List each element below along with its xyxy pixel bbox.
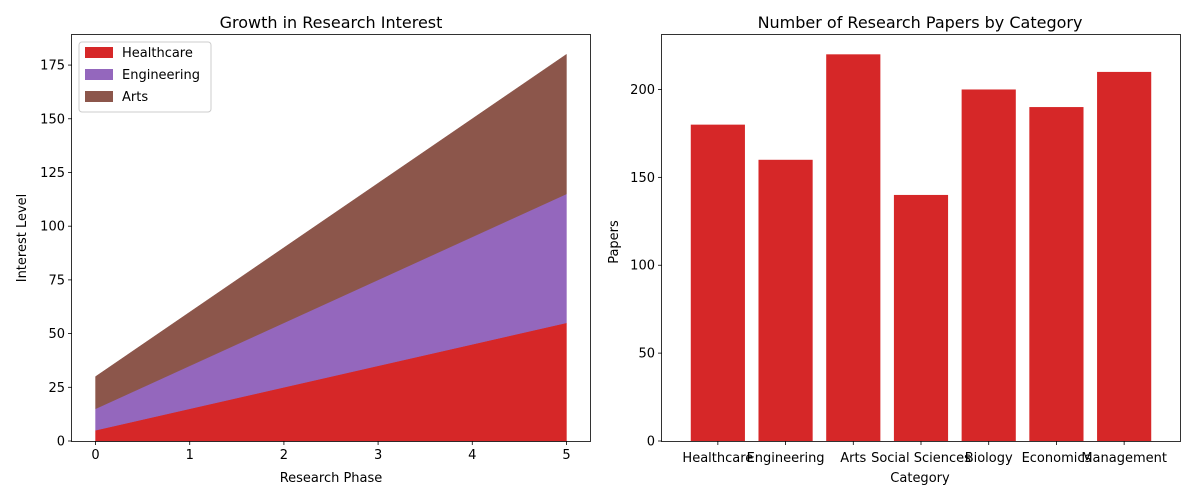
x-tick-label: Economics bbox=[1022, 451, 1092, 466]
x-tick-label: 1 bbox=[186, 448, 194, 463]
area-chart-y-label: Interest Level bbox=[15, 194, 30, 283]
x-tick-label: 4 bbox=[468, 448, 476, 463]
y-tick-label: 0 bbox=[57, 435, 65, 450]
x-tick-label: Arts bbox=[840, 451, 866, 466]
bar-biology bbox=[961, 89, 1016, 441]
bar-social-sciences bbox=[893, 194, 949, 441]
bar-engineering bbox=[758, 159, 813, 442]
y-tick-label: 0 bbox=[647, 435, 655, 450]
x-tick-label: 2 bbox=[280, 448, 288, 463]
y-tick-label: 50 bbox=[638, 347, 655, 362]
y-tick-label: 200 bbox=[630, 83, 655, 98]
x-tick-label: 5 bbox=[562, 448, 570, 463]
legend-swatch-engineering bbox=[85, 69, 113, 80]
bar-arts bbox=[826, 54, 881, 441]
x-tick-label: Biology bbox=[965, 451, 1013, 466]
area-chart-y-ticks: 0 25 50 75 100 125 150 175 bbox=[40, 59, 72, 450]
legend-swatch-arts bbox=[85, 91, 113, 102]
y-tick-label: 100 bbox=[630, 259, 655, 274]
area-chart-title: Growth in Research Interest bbox=[220, 13, 443, 32]
legend-label-engineering: Engineering bbox=[122, 68, 200, 83]
legend: Healthcare Engineering Arts bbox=[78, 41, 212, 113]
y-tick-label: 75 bbox=[48, 273, 65, 288]
x-tick-label: Management bbox=[1081, 451, 1167, 466]
bar-economics bbox=[1029, 107, 1084, 441]
y-tick-label: 150 bbox=[630, 171, 655, 186]
area-chart: Growth in Research Interest 0 1 2 3 4 5 0 25 50… bbox=[15, 13, 591, 486]
bar-chart-x-label: Category bbox=[890, 471, 950, 486]
y-tick-label: 175 bbox=[40, 59, 65, 74]
bar-management bbox=[1097, 71, 1152, 441]
y-tick-label: 50 bbox=[48, 327, 65, 342]
x-tick-label: 3 bbox=[374, 448, 382, 463]
bar-chart-y-ticks: 0 50 100 150 200 bbox=[630, 83, 662, 450]
bar-chart-y-label: Papers bbox=[607, 220, 622, 264]
legend-label-arts: Arts bbox=[122, 90, 148, 105]
x-tick-label: Healthcare bbox=[682, 451, 753, 466]
y-tick-label: 150 bbox=[40, 112, 65, 127]
y-tick-label: 25 bbox=[48, 381, 65, 396]
area-chart-frame bbox=[71, 34, 591, 442]
area-chart-x-ticks: 0 1 2 3 4 5 bbox=[91, 441, 571, 463]
area-chart-x-label: Research Phase bbox=[280, 471, 383, 486]
legend-swatch-healthcare bbox=[85, 47, 113, 58]
area-series-arts bbox=[95, 53, 567, 410]
bar-series bbox=[690, 54, 1152, 442]
bar-chart-title: Number of Research Papers by Category bbox=[758, 13, 1083, 32]
bar-chart: Number of Research Papers by Category He… bbox=[607, 13, 1181, 486]
y-tick-label: 125 bbox=[40, 166, 65, 181]
area-chart-axes bbox=[71, 34, 591, 442]
x-tick-label: 0 bbox=[91, 448, 99, 463]
y-tick-label: 100 bbox=[40, 220, 65, 235]
area-series-group bbox=[95, 53, 567, 442]
x-tick-label: Social Sciences bbox=[871, 451, 971, 466]
x-tick-label: Engineering bbox=[747, 451, 825, 466]
bar-healthcare bbox=[690, 124, 745, 441]
legend-label-healthcare: Healthcare bbox=[122, 46, 193, 61]
